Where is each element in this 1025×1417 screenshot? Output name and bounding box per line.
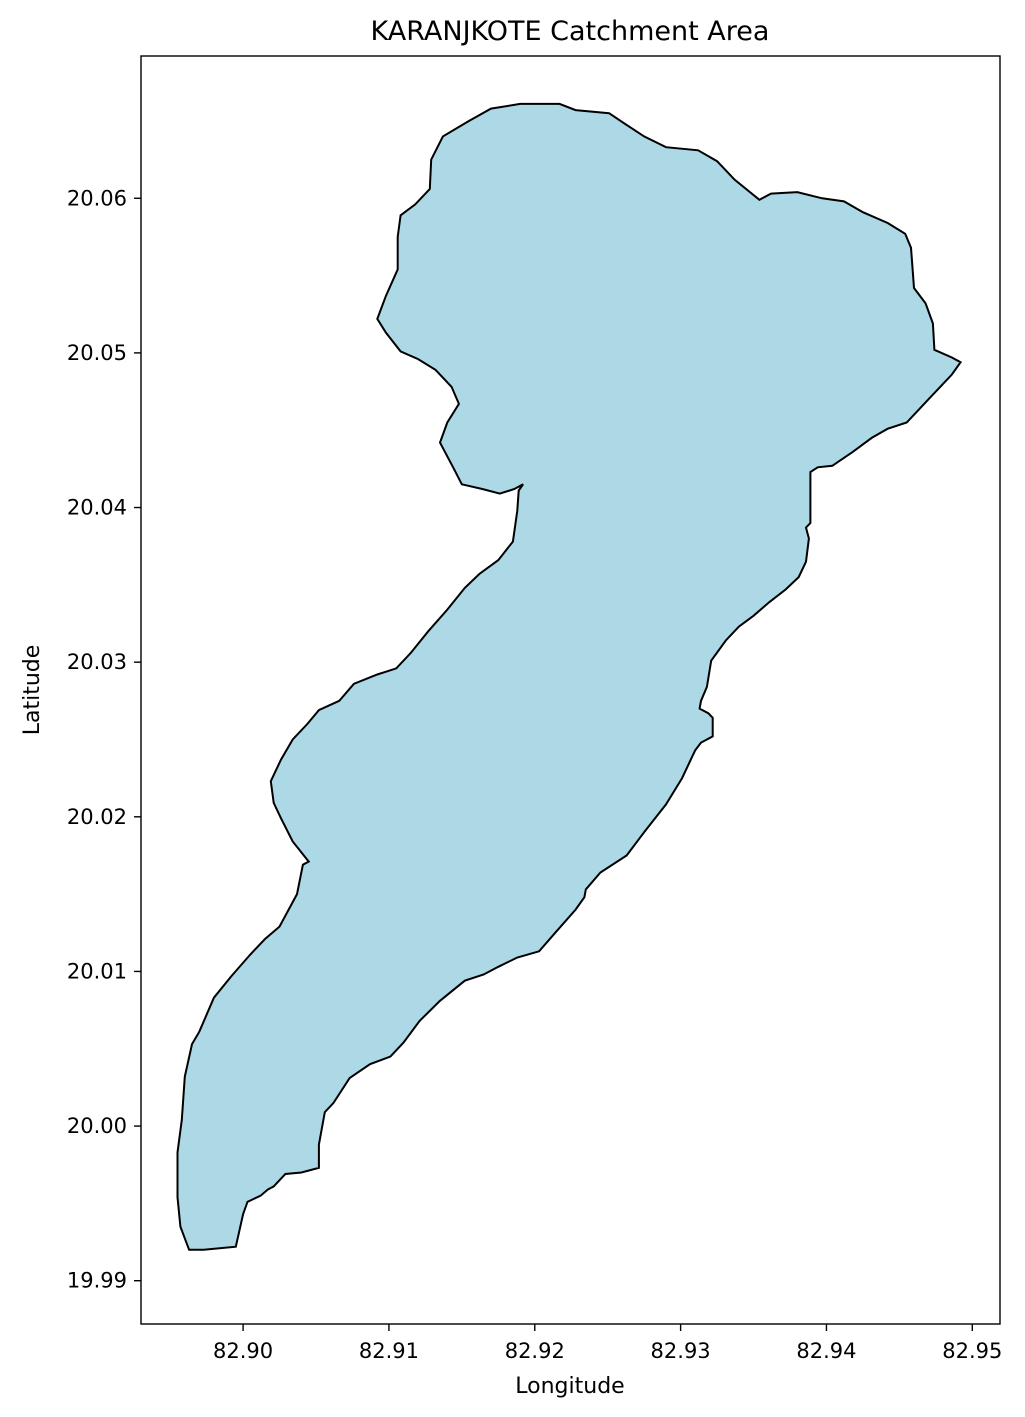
y-tick-label: 20.03	[67, 650, 127, 674]
y-tick-label: 20.01	[67, 959, 127, 983]
y-tick-label: 19.99	[67, 1269, 127, 1293]
x-tick-label: 82.90	[213, 1339, 273, 1363]
y-tick-label: 20.02	[67, 805, 127, 829]
x-tick-label: 82.95	[942, 1339, 1002, 1363]
x-axis-label: Longitude	[515, 1374, 624, 1399]
y-tick-label: 20.05	[67, 341, 127, 365]
map-title: KARANJKOTE Catchment Area	[371, 16, 770, 47]
y-tick-label: 20.06	[67, 186, 127, 210]
x-tick-label: 82.93	[651, 1339, 711, 1363]
y-axis-label: Latitude	[20, 645, 45, 736]
x-tick-label: 82.94	[796, 1339, 856, 1363]
plot-area	[140, 55, 1001, 1325]
x-axis-ticks: 82.90 82.91 82.92 82.93 82.94 82.95	[213, 1324, 1002, 1363]
y-tick-label: 20.00	[67, 1114, 127, 1138]
plot-frame	[140, 55, 1001, 1325]
catchment-area-polygon	[176, 102, 963, 1251]
y-axis-ticks: 19.99 20.00 20.01 20.02 20.03 20.04 20.05 20.06	[67, 186, 141, 1293]
y-tick-label: 20.04	[67, 496, 127, 520]
x-tick-label: 82.92	[505, 1339, 565, 1363]
x-tick-label: 82.91	[359, 1339, 419, 1363]
